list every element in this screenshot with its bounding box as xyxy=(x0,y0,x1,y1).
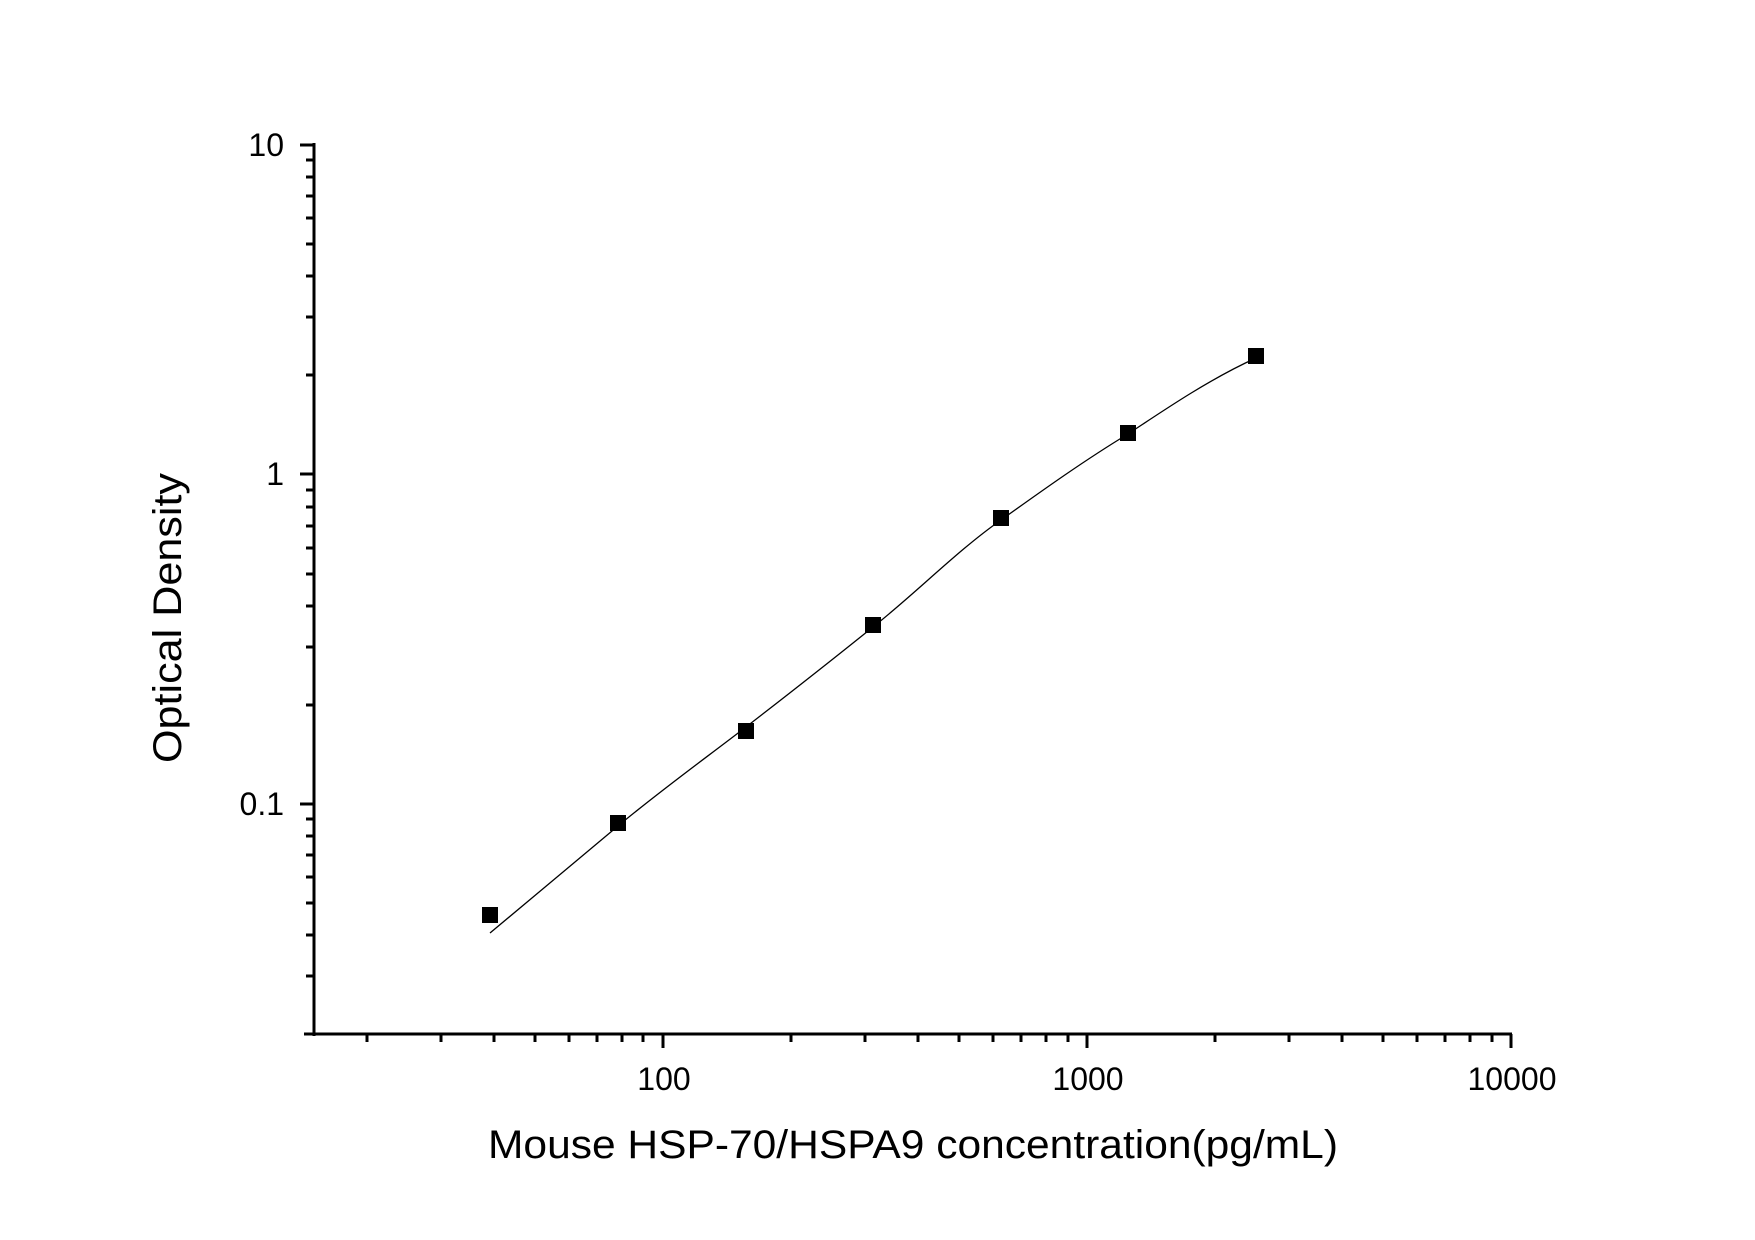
data-points xyxy=(482,348,1264,923)
fitted-curve xyxy=(489,357,1257,934)
y-tick-label-1: 1 xyxy=(266,456,284,492)
y-axis xyxy=(300,143,316,1036)
data-point xyxy=(1120,425,1136,441)
data-point xyxy=(610,815,626,831)
x-tick-label-100: 100 xyxy=(637,1061,690,1097)
data-point xyxy=(482,907,498,923)
data-point xyxy=(993,510,1009,526)
data-point xyxy=(738,723,754,739)
y-tick-label-10: 10 xyxy=(248,127,284,163)
data-point xyxy=(1248,348,1264,364)
x-axis-title: Mouse HSP-70/HSPA9 concentration(pg/mL) xyxy=(488,1123,1338,1167)
x-tick-label-1000: 1000 xyxy=(1052,1061,1123,1097)
data-point xyxy=(865,617,881,633)
x-axis xyxy=(304,1032,1513,1048)
y-axis-title: Optical Density xyxy=(146,473,190,763)
y-tick-label-0.1: 0.1 xyxy=(240,786,284,822)
x-tick-label-10000: 10000 xyxy=(1468,1061,1557,1097)
